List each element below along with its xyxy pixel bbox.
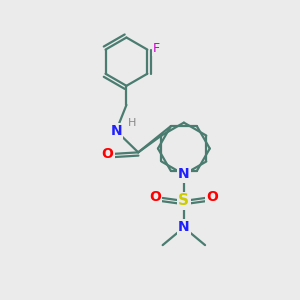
Text: F: F xyxy=(153,42,160,55)
Text: S: S xyxy=(178,194,189,208)
Text: N: N xyxy=(110,124,122,138)
Text: O: O xyxy=(149,190,161,203)
Text: O: O xyxy=(102,147,113,161)
Text: O: O xyxy=(206,190,218,203)
Text: N: N xyxy=(178,220,190,234)
Text: N: N xyxy=(178,167,190,182)
Text: H: H xyxy=(128,118,136,128)
